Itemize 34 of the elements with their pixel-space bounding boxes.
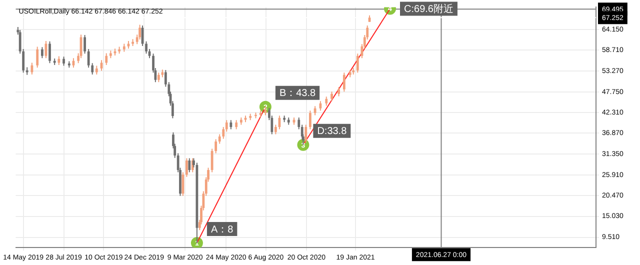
candlestick [91, 62, 94, 76]
candlestick [274, 124, 277, 135]
candlestick [48, 40, 51, 64]
candlestick [145, 40, 148, 54]
candlestick [186, 158, 188, 178]
candlestick [309, 110, 312, 130]
candlestick [319, 100, 322, 112]
candlestick [356, 53, 359, 74]
candlestick [230, 120, 232, 130]
candlestick [40, 46, 44, 59]
candlestick [157, 72, 160, 83]
candlestick [105, 52, 108, 66]
candlestick [87, 48, 90, 68]
candlestick [84, 34, 86, 54]
candlestick [330, 91, 333, 102]
annotation: C:69.6附近 [404, 2, 454, 15]
candlestick [30, 62, 34, 76]
annotation: B：43.8 [279, 88, 316, 100]
candlestick [342, 72, 346, 92]
candlestick [62, 56, 65, 66]
candlestick [188, 158, 191, 173]
annotation: A：8 [210, 224, 234, 236]
candlestick [214, 138, 218, 154]
candlestick [304, 124, 308, 144]
candlestick [210, 148, 214, 173]
candlestick [36, 46, 39, 68]
candlestick [182, 172, 184, 196]
candlestick [218, 134, 221, 144]
annotation: D:33.8 [317, 126, 348, 138]
candlestick [338, 86, 340, 97]
candlestick [325, 96, 328, 106]
candlestick [314, 106, 316, 116]
candlestick [138, 24, 141, 40]
candlestick [235, 120, 238, 130]
